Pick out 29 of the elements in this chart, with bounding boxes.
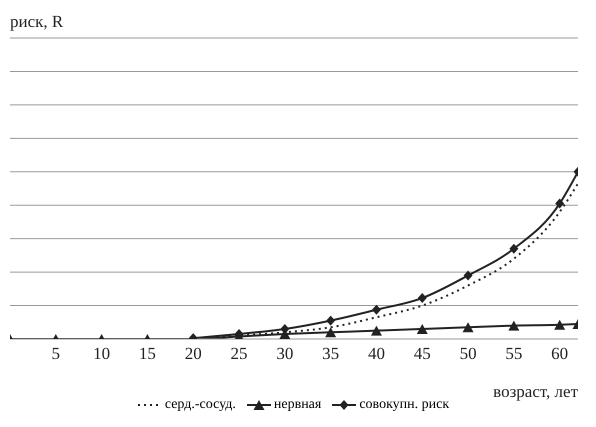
x-tick-label: 30 bbox=[276, 344, 294, 364]
x-tick-label: 55 bbox=[505, 344, 522, 364]
point bbox=[508, 320, 520, 331]
point bbox=[372, 304, 381, 315]
point bbox=[418, 293, 427, 304]
x-tick-label: 50 bbox=[460, 344, 477, 364]
legend-label: совокупн. риск bbox=[359, 397, 450, 413]
text: риск, R bbox=[10, 12, 64, 32]
x-tick-label: 60 bbox=[551, 344, 568, 364]
x-tick-label: 5 bbox=[52, 344, 60, 364]
x-tick-label: 20 bbox=[184, 344, 202, 364]
legend-label: нервная bbox=[274, 397, 322, 413]
x-axis-title: возраст, лет bbox=[493, 382, 579, 401]
x-tick-label: 15 bbox=[138, 344, 156, 364]
x-tick-label: 45 bbox=[414, 344, 431, 364]
point bbox=[370, 326, 382, 336]
x-tick-label: 25 bbox=[230, 344, 248, 364]
x-tick-label: 40 bbox=[368, 344, 385, 364]
point bbox=[509, 244, 518, 254]
point bbox=[554, 320, 566, 330]
x-tick-label: 35 bbox=[322, 344, 340, 364]
legend-label: серд.-сосуд. bbox=[164, 397, 236, 413]
point bbox=[325, 327, 336, 338]
point bbox=[462, 322, 474, 332]
point bbox=[464, 270, 473, 280]
x-tick-label: 10 bbox=[93, 344, 110, 364]
point bbox=[416, 324, 428, 334]
point bbox=[326, 316, 336, 326]
point bbox=[555, 198, 564, 209]
